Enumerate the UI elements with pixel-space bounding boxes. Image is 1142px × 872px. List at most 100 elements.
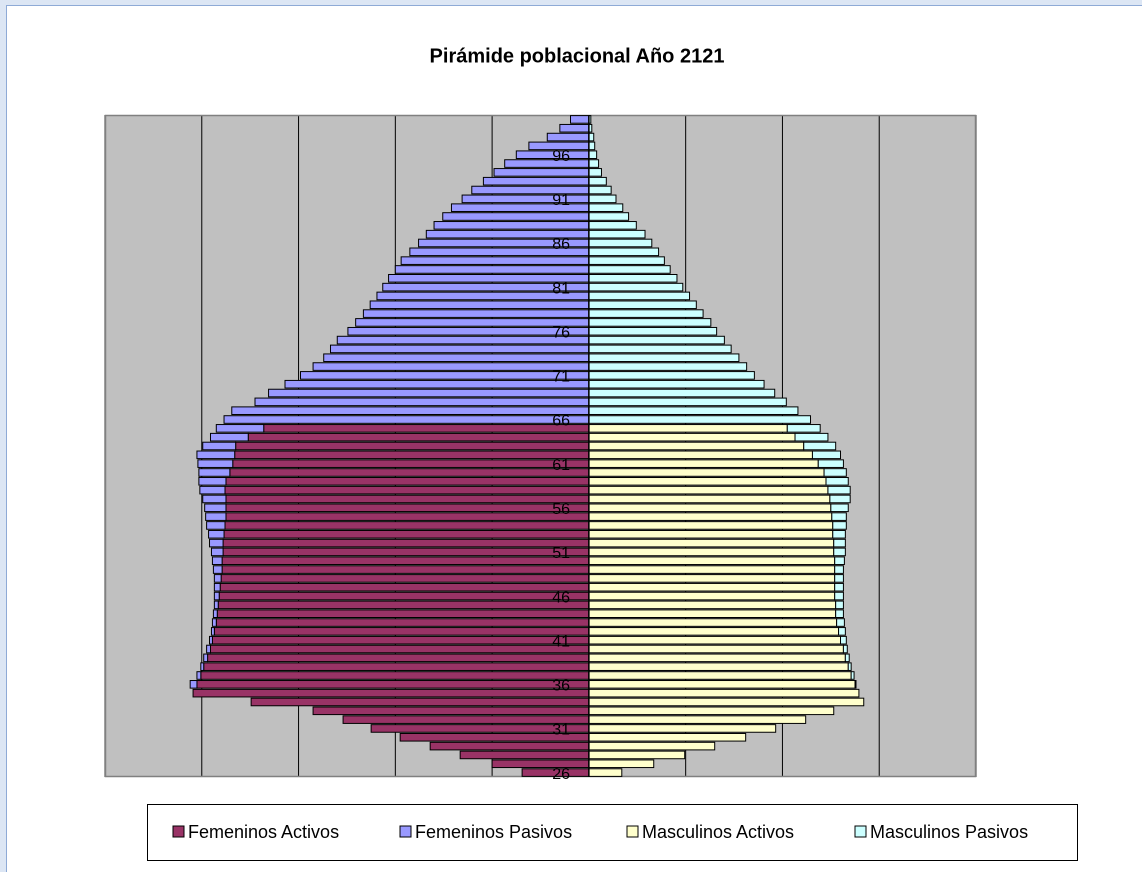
bar — [504, 159, 590, 168]
y-tick-label: 86 — [552, 236, 570, 253]
bar — [312, 706, 590, 716]
bar — [588, 477, 827, 486]
bar — [588, 450, 813, 460]
bar — [832, 529, 846, 539]
legend-swatch — [399, 825, 412, 838]
bar — [323, 353, 590, 363]
y-tick-label: 46 — [552, 589, 570, 606]
bar — [235, 441, 590, 451]
bar — [206, 644, 211, 654]
bar — [210, 627, 215, 636]
legend-label: Masculinos Pasivos — [870, 822, 1028, 842]
bar — [209, 538, 224, 548]
bar — [209, 635, 213, 645]
bar — [200, 671, 590, 680]
bar — [213, 582, 221, 592]
bar — [211, 618, 217, 627]
bar — [211, 556, 223, 566]
bar — [588, 291, 691, 301]
bar — [215, 424, 265, 433]
bar — [225, 512, 590, 521]
bar — [221, 556, 590, 566]
bar — [803, 441, 837, 451]
bar — [588, 300, 697, 310]
bar — [588, 538, 835, 548]
bar — [217, 600, 590, 610]
bar — [588, 212, 630, 221]
bar — [588, 379, 765, 389]
bar — [588, 662, 849, 671]
bar — [588, 441, 805, 451]
bar — [223, 529, 590, 539]
bar — [213, 627, 590, 636]
bar — [588, 485, 829, 495]
y-tick-label: 96 — [552, 148, 570, 165]
bar — [433, 221, 590, 230]
bar — [218, 591, 590, 601]
bar — [546, 132, 590, 142]
bar — [588, 671, 852, 680]
y-tick-label: 56 — [552, 501, 570, 518]
bar — [588, 371, 755, 380]
bar — [588, 618, 838, 627]
bar — [220, 574, 590, 583]
legend-swatch — [854, 825, 867, 838]
bar — [588, 600, 837, 610]
bar — [400, 256, 590, 265]
bar — [844, 653, 850, 663]
bar — [823, 468, 847, 477]
bar — [588, 741, 716, 751]
bar — [212, 565, 223, 574]
bar — [212, 609, 218, 619]
bar — [850, 671, 855, 680]
bar — [831, 512, 847, 521]
y-tick-label: 36 — [552, 678, 570, 695]
bar — [588, 168, 602, 177]
bar — [442, 212, 590, 221]
bar — [206, 521, 226, 530]
bar — [209, 432, 249, 442]
bar — [834, 574, 844, 583]
bar — [588, 556, 836, 566]
bar — [299, 371, 590, 380]
bar — [559, 123, 590, 133]
bar — [210, 547, 224, 557]
y-tick-label: 41 — [552, 633, 570, 650]
bar — [207, 653, 590, 663]
bar — [229, 468, 590, 477]
bar — [588, 432, 796, 442]
bar — [211, 635, 590, 645]
bar — [202, 441, 237, 451]
bar — [231, 406, 590, 415]
bar — [588, 326, 718, 336]
bar — [189, 680, 198, 689]
bar — [588, 159, 600, 168]
bar — [471, 185, 590, 195]
bar — [588, 194, 617, 204]
bar — [588, 362, 748, 371]
bar — [588, 335, 725, 345]
bar — [202, 494, 227, 504]
bar — [196, 680, 590, 689]
bar — [254, 397, 590, 407]
bar — [588, 512, 833, 521]
bar — [394, 265, 590, 274]
bar — [224, 485, 590, 495]
bar — [588, 768, 623, 777]
bar — [232, 459, 590, 468]
bar — [794, 432, 829, 442]
bar — [588, 388, 776, 398]
bar — [833, 538, 846, 548]
y-tick-label: 71 — [552, 369, 570, 386]
bar — [588, 150, 598, 160]
bar — [197, 459, 234, 468]
bar — [588, 238, 653, 248]
bar — [588, 265, 671, 274]
bar — [588, 547, 835, 557]
bar — [224, 521, 590, 530]
bar — [588, 176, 607, 186]
bar — [588, 591, 836, 601]
bar — [847, 662, 852, 671]
